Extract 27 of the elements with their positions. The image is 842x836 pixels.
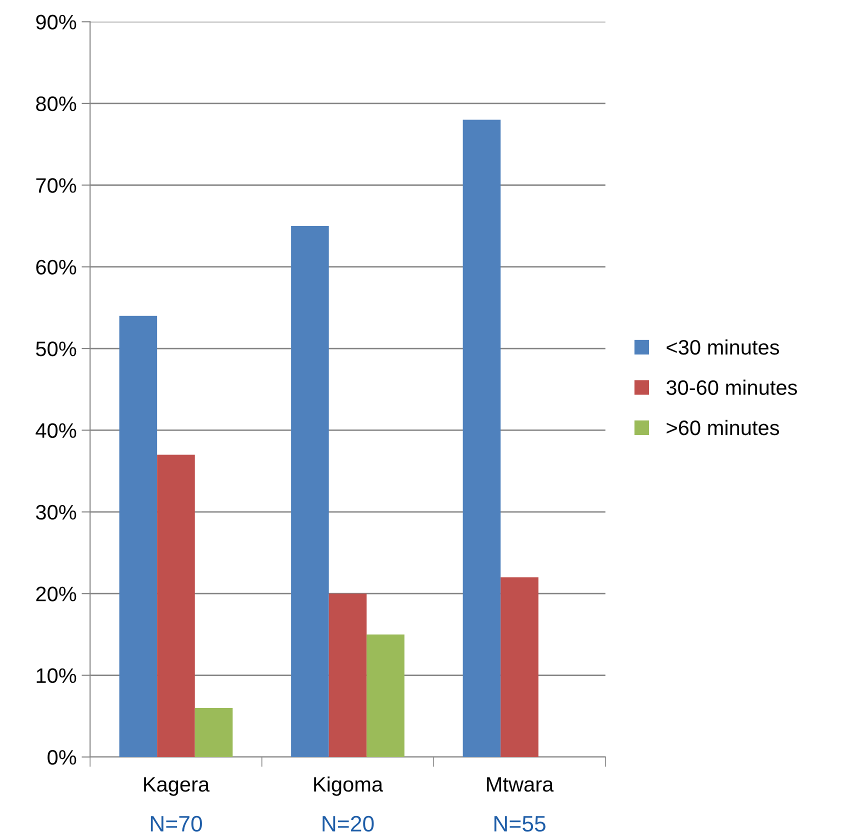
- bar: [194, 708, 233, 757]
- y-tick-label: 70%: [36, 178, 76, 193]
- y-tick-label: 60%: [36, 260, 76, 275]
- text: N=55: [494, 816, 546, 832]
- legend-label: >60 minutes: [666, 420, 780, 436]
- y-tick-label: 30%: [36, 504, 76, 520]
- legend-label: 30-60 minutes: [666, 380, 797, 395]
- bar: [328, 594, 367, 757]
- bar: [119, 316, 158, 757]
- y-tick-label: 40%: [36, 423, 76, 438]
- y-tick-label: 90%: [36, 14, 76, 30]
- bar: [157, 454, 195, 757]
- x-tick-label: Kigoma: [314, 776, 384, 796]
- bar: [500, 577, 538, 757]
- y-tick-label: 0%: [48, 750, 76, 765]
- bar: [366, 634, 404, 757]
- y-tick-label: 10%: [36, 668, 76, 684]
- y-tick-label: 50%: [36, 342, 76, 356]
- bar: [291, 226, 329, 757]
- text: N=70: [150, 816, 202, 832]
- y-tick-label: 20%: [36, 586, 76, 602]
- text: N=20: [322, 816, 374, 832]
- legend-label: <30 minutes: [666, 339, 780, 355]
- x-tick-label: Mtwara: [487, 777, 554, 792]
- y-tick-label: 80%: [36, 96, 76, 112]
- x-tick-label: Kagera: [144, 777, 210, 796]
- bar: [462, 120, 501, 757]
